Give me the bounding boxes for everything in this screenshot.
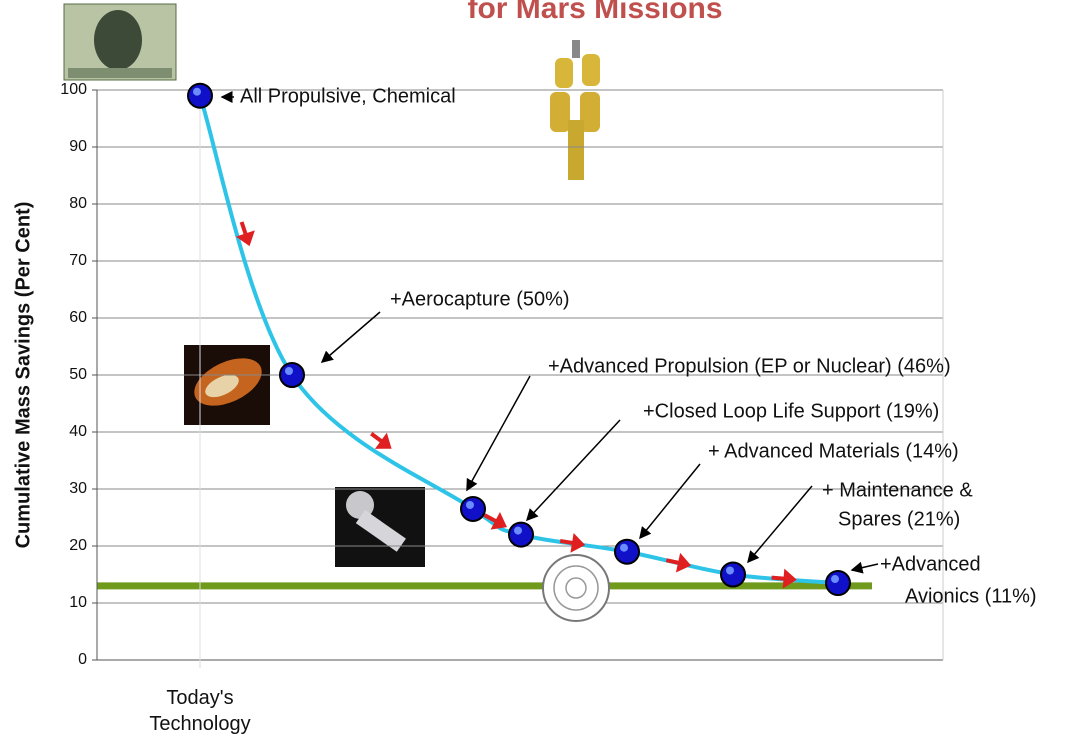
annotation-arrow <box>466 375 531 492</box>
chart-title: for Mars Missions <box>467 0 722 25</box>
y-tick-label: 50 <box>69 366 87 383</box>
data-point <box>187 82 213 109</box>
annotation-arrow <box>850 561 879 574</box>
point-highlight <box>620 543 628 552</box>
y-tick-label: 30 <box>69 480 87 497</box>
point-highlight <box>285 367 293 375</box>
y-tick-label: 80 <box>69 195 87 212</box>
y-tick-label: 20 <box>69 537 87 554</box>
annotation-text: All Propulsive, Chemical <box>240 85 456 107</box>
data-point <box>825 570 851 597</box>
y-tick-label: 90 <box>69 138 87 155</box>
annotation-text: +Aerocapture (50%) <box>390 288 570 310</box>
y-tick-label: 60 <box>69 309 87 326</box>
flow-arrow <box>771 568 797 589</box>
y-tick-label: 10 <box>69 594 87 611</box>
annotation-arrow <box>525 419 621 522</box>
annotation-text: Spares (21%) <box>838 508 960 530</box>
point-highlight <box>726 566 734 575</box>
x-tick-label: Today's Technology <box>149 687 251 735</box>
point-highlight <box>514 526 522 535</box>
annotation-text: +Closed Loop Life Support (19%) <box>643 400 939 422</box>
series-line <box>198 95 839 586</box>
annotation-arrow <box>320 311 381 363</box>
data-point <box>460 495 486 522</box>
point-highlight <box>466 500 474 509</box>
flow-arrow <box>559 532 586 553</box>
flow-arrow <box>483 512 507 530</box>
data-point <box>508 521 534 548</box>
y-tick-label: 100 <box>60 81 87 98</box>
flow-arrow <box>235 221 255 247</box>
y-tick-label: 40 <box>69 423 87 440</box>
y-axis-label: Cumulative Mass Savings (Per Cent) <box>12 202 34 549</box>
annotation-arrow <box>747 485 813 564</box>
data-point <box>279 362 305 388</box>
rocket-picture <box>550 40 600 180</box>
aerocapture-picture <box>184 345 270 425</box>
point-highlight <box>193 87 201 96</box>
annotation-text: +Advanced <box>880 553 981 575</box>
data-point <box>614 538 640 565</box>
buckyball-picture <box>542 554 610 622</box>
flow-arrow <box>370 432 392 449</box>
annotation-text: + Advanced Materials (14%) <box>708 440 959 462</box>
y-tick-label: 70 <box>69 252 87 269</box>
data-point <box>720 561 746 588</box>
dollar-bill <box>63 3 177 81</box>
annotation-arrow <box>639 463 701 540</box>
annotation-text: +Advanced Propulsion (EP or Nuclear) (46… <box>548 355 951 377</box>
y-tick-label: 0 <box>78 651 87 668</box>
spacecraft-picture <box>335 487 425 567</box>
flow-arrow <box>665 552 692 573</box>
annotation-text: + Maintenance & <box>822 479 973 501</box>
annotation-text: Avionics (11%) <box>905 585 1037 607</box>
point-highlight <box>831 575 839 584</box>
